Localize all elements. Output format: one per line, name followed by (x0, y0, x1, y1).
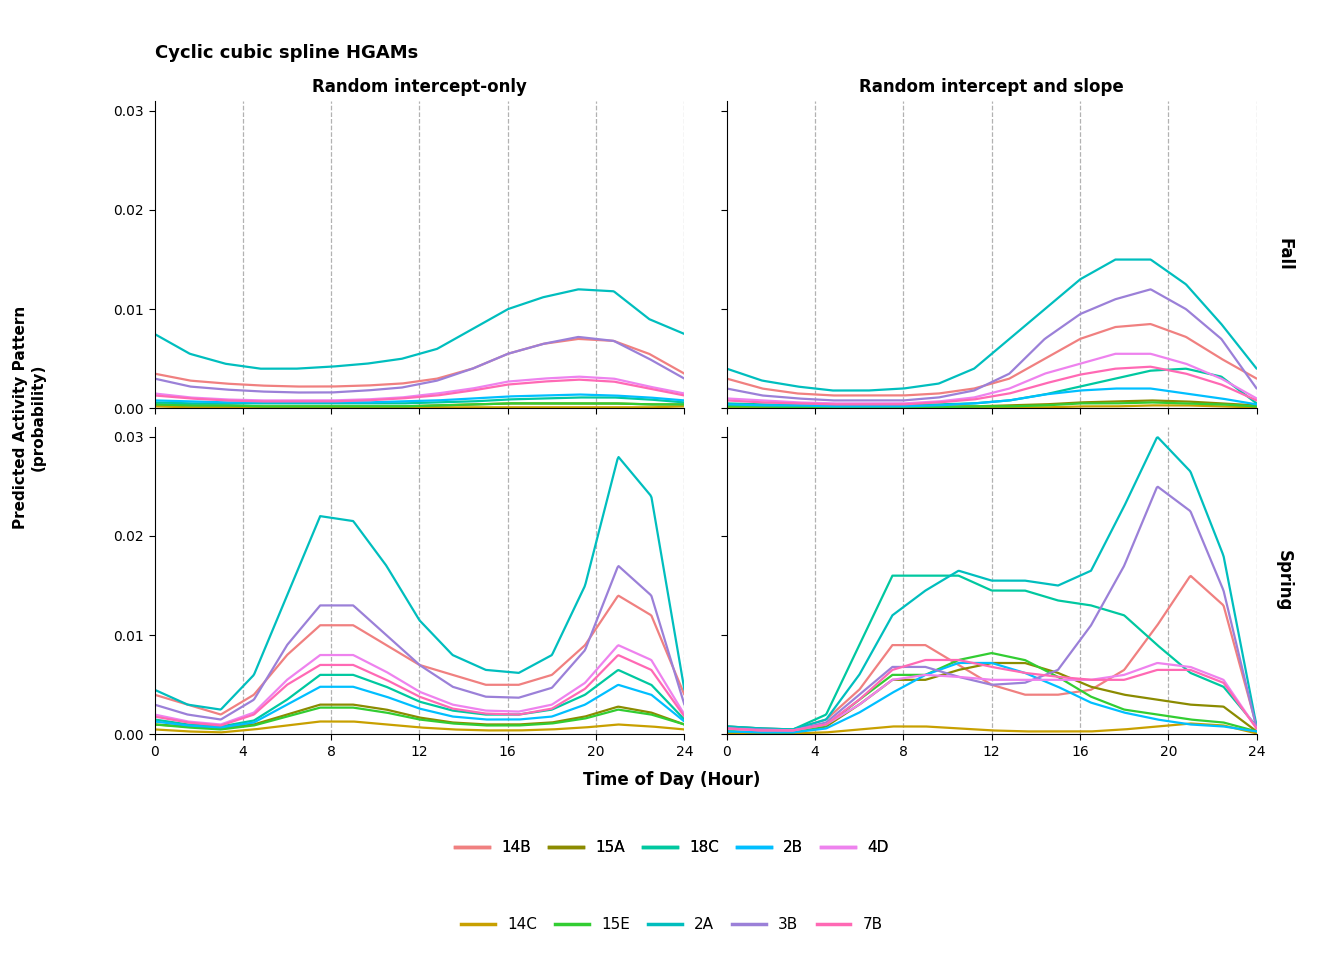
Title: Random intercept-only: Random intercept-only (312, 79, 527, 96)
Text: Predicted Activity Pattern
(probability): Predicted Activity Pattern (probability) (13, 306, 46, 529)
Text: Time of Day (Hour): Time of Day (Hour) (583, 771, 761, 788)
Legend: 14C, 15E, 2A, 3B, 7B: 14C, 15E, 2A, 3B, 7B (456, 911, 888, 938)
Title: Random intercept and slope: Random intercept and slope (859, 79, 1124, 96)
Text: Cyclic cubic spline HGAMs: Cyclic cubic spline HGAMs (155, 44, 418, 61)
Text: Spring: Spring (1275, 550, 1293, 612)
Text: Fall: Fall (1275, 238, 1293, 271)
Legend: 14B, 15A, 18C, 2B, 4D: 14B, 15A, 18C, 2B, 4D (449, 834, 895, 861)
